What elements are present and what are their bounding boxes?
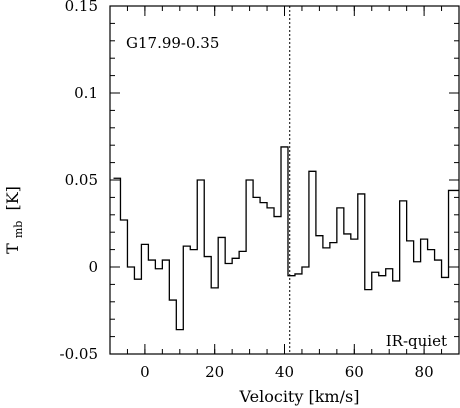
x-tick-label: 40 (275, 363, 294, 381)
y-tick-label: -0.05 (60, 345, 98, 363)
x-tick-label: 0 (140, 363, 150, 381)
y-axis-label-sub: mb (12, 221, 25, 238)
y-tick-label: 0 (88, 258, 98, 276)
y-tick-label: 0.05 (65, 171, 98, 189)
x-axis-label: Velocity [km/s] (239, 387, 360, 406)
y-axis-label: T mb [K] (3, 186, 26, 254)
source-label: G17.99-0.35 (126, 34, 219, 52)
classification-label: IR-quiet (386, 332, 447, 350)
x-tick-label: 60 (345, 363, 364, 381)
y-tick-label: 0.15 (65, 0, 98, 15)
x-tick-label: 20 (205, 363, 224, 381)
y-tick-labels: -0.05 0 0.05 0.1 0.15 (60, 0, 98, 363)
plot-frame (109, 5, 460, 355)
spectrum-series-line (113, 146, 459, 331)
y-tick-label: 0.1 (74, 84, 98, 102)
x-tick-labels: 0 20 40 60 80 (140, 363, 434, 381)
x-tick-label: 80 (415, 363, 434, 381)
y-axis-label-unit: [K] (3, 186, 22, 210)
y-axis-label-main: T (3, 243, 22, 254)
minor-ticks (109, 5, 460, 355)
